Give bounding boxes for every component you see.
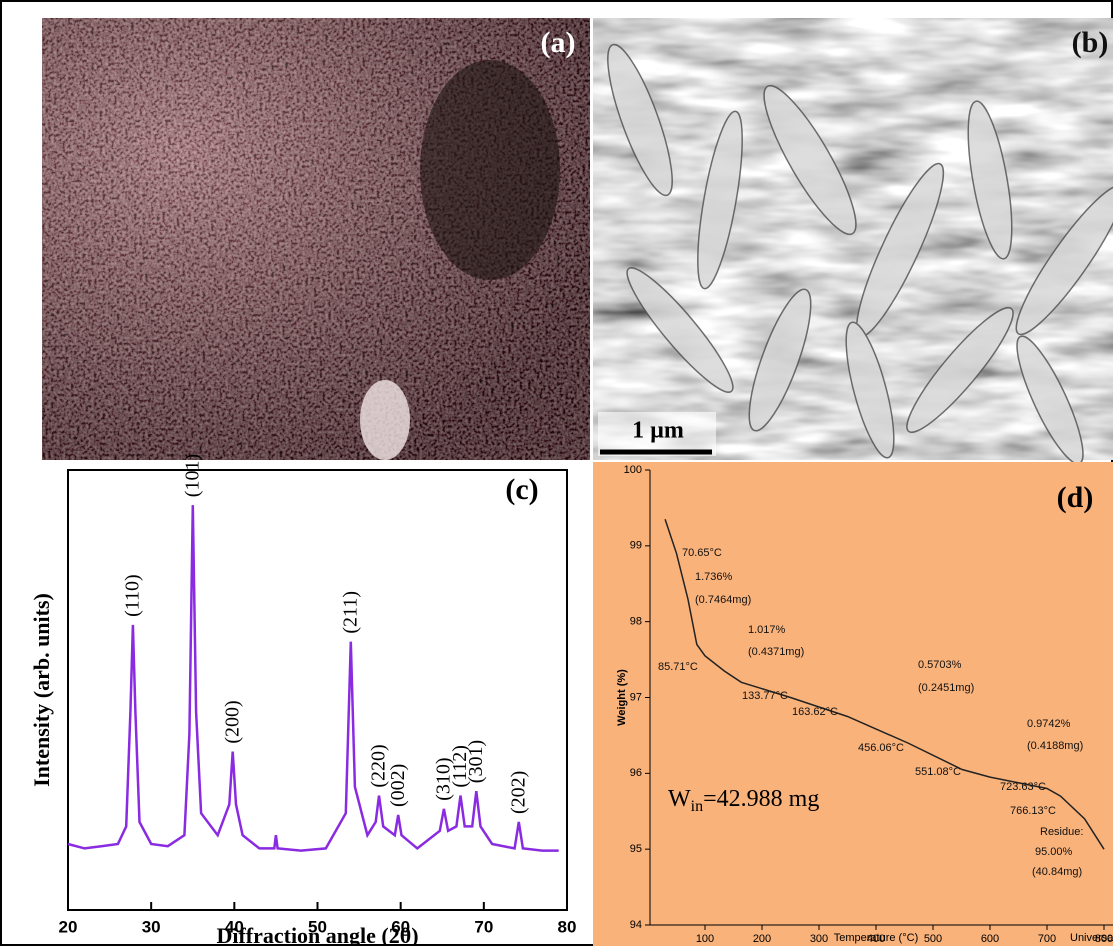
- x-tick-label: 600: [981, 933, 999, 945]
- x-tick-label: 300: [810, 933, 828, 945]
- panel-b: (b) 1 µm: [593, 18, 1113, 470]
- annotation: 95.00%: [1035, 846, 1073, 858]
- y-tick-label: 97: [630, 691, 642, 703]
- y-tick-label: 99: [630, 540, 642, 552]
- annotation: (40.84mg): [1032, 866, 1082, 878]
- annotation: 723.63°C: [1000, 781, 1046, 793]
- mass-label-part: in: [691, 798, 703, 815]
- mass-label-part: W: [668, 786, 691, 812]
- annotation: (0.2451mg): [918, 682, 974, 694]
- x-tick-label: 700: [1038, 933, 1056, 945]
- page: {"panels": [{"label": "(a)"}, {"label": …: [0, 0, 1113, 946]
- y-axis-label: Weight (%): [616, 669, 628, 726]
- panel-label: (c): [505, 473, 538, 506]
- footer: Universal V: [1070, 932, 1113, 944]
- annotation: 766.13°C: [1010, 805, 1056, 817]
- bright-region: [360, 380, 410, 460]
- x-axis-label: Diffraction angle (2θ): [216, 923, 418, 946]
- peak-label: (200): [221, 700, 243, 743]
- peak-label: (301): [465, 740, 487, 783]
- annotation: 0.9742%: [1027, 718, 1071, 730]
- peak-label: (101): [181, 454, 203, 497]
- peak-label: (211): [339, 591, 361, 634]
- annotation: (0.4188mg): [1027, 740, 1083, 752]
- annotation: 70.65°C: [682, 547, 722, 559]
- x-axis-label: Temperature (°C): [834, 932, 918, 944]
- y-axis-label: Intensity (arb. units): [29, 593, 54, 787]
- annotation: 0.5703%: [918, 659, 962, 671]
- y-tick-label: 98: [630, 616, 642, 628]
- annotation: 163.62°C: [792, 706, 838, 718]
- annotation: (0.4371mg): [748, 646, 804, 658]
- dark-region: [420, 60, 560, 280]
- scale-bar-label: 1 µm: [632, 418, 684, 444]
- annotation: Residue:: [1040, 826, 1083, 838]
- annotation: 1.736%: [695, 571, 733, 583]
- panel-a: (a): [42, 18, 590, 460]
- mass-label-part: =42.988 mg: [703, 786, 819, 812]
- x-tick-label: 70: [474, 917, 493, 936]
- panel-label: (b): [1072, 26, 1109, 59]
- y-tick-label: 100: [624, 464, 642, 476]
- figure: (a) (b) 1 µm 20304050607080Diffraction a…: [0, 0, 1113, 946]
- annotation: 133.77°C: [742, 690, 788, 702]
- peak-label: (202): [507, 771, 529, 814]
- peak-label: (110): [121, 574, 143, 617]
- annotation: 551.08°C: [915, 766, 961, 778]
- annotation: 85.71°C: [658, 661, 698, 673]
- x-tick-label: 20: [59, 917, 78, 936]
- panel-label: (a): [541, 26, 576, 59]
- annotation: (0.7464mg): [695, 594, 751, 606]
- y-tick-label: 94: [630, 919, 642, 931]
- annotation: 1.017%: [748, 624, 786, 636]
- annotation: 456.06°C: [858, 742, 904, 754]
- panel-label: (d): [1057, 481, 1094, 514]
- y-tick-label: 95: [630, 843, 642, 855]
- peak-label: (002): [387, 764, 409, 807]
- x-tick-label: 200: [753, 933, 771, 945]
- x-tick-label: 100: [696, 933, 714, 945]
- x-tick-label: 80: [558, 917, 577, 936]
- x-tick-label: 30: [142, 917, 161, 936]
- y-tick-label: 96: [630, 767, 642, 779]
- x-tick-label: 500: [924, 933, 942, 945]
